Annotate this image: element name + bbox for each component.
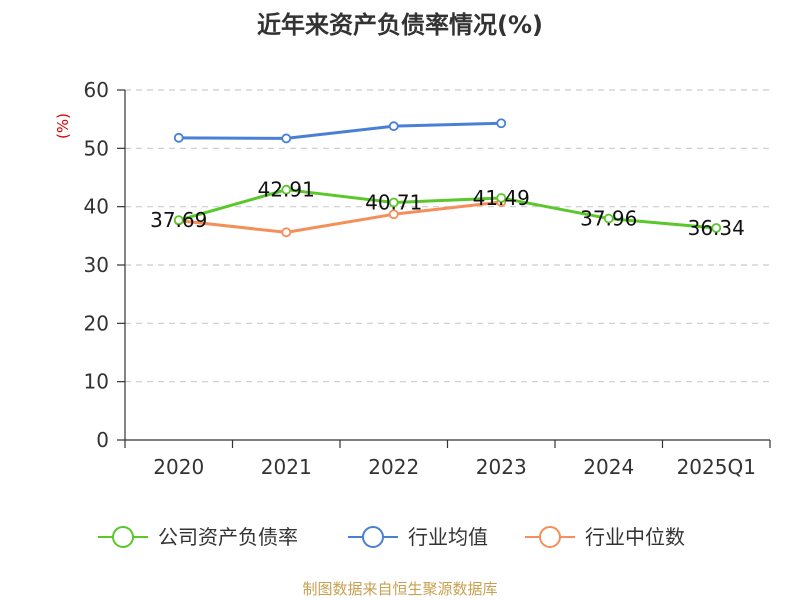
series-line bbox=[178, 200, 502, 234]
series-line bbox=[178, 121, 502, 140]
y-tick-label: 30 bbox=[84, 253, 109, 277]
legend-label: 公司资产负债率 bbox=[158, 525, 298, 549]
y-tick-label: 60 bbox=[84, 78, 109, 102]
data-point bbox=[388, 197, 399, 208]
data-point bbox=[281, 184, 292, 195]
y-tick-label: 10 bbox=[84, 370, 109, 394]
data-point bbox=[388, 209, 399, 220]
chart-title: 近年来资产负债率情况(%) bbox=[257, 11, 543, 39]
data-labels: 37.69 42.91 40.71 41.49 37.96 36.34 bbox=[150, 178, 745, 240]
data-point bbox=[173, 215, 184, 226]
axes: 0 10 20 30 40 50 60 2020 2021 2022 2023 2024 2025Q1 bbox=[84, 78, 771, 479]
data-point bbox=[281, 227, 292, 238]
data-label: 42.91 bbox=[258, 178, 315, 202]
data-point bbox=[388, 121, 399, 132]
x-tick-label: 2022 bbox=[368, 455, 419, 479]
legend-marker bbox=[362, 526, 384, 548]
data-point bbox=[496, 118, 507, 129]
y-axis-unit-label: (%) bbox=[54, 113, 72, 139]
data-label: 36.34 bbox=[688, 216, 745, 240]
x-tick-label: 2023 bbox=[476, 455, 527, 479]
data-label: 40.71 bbox=[365, 191, 422, 215]
legend: 公司资产负债率 行业均值 行业中位数 bbox=[98, 525, 685, 549]
x-tick-label: 2021 bbox=[261, 455, 312, 479]
y-tick-label: 20 bbox=[84, 311, 109, 335]
data-point bbox=[496, 193, 507, 203]
data-point bbox=[711, 223, 722, 233]
series-line bbox=[178, 188, 717, 230]
x-tick-label: 2020 bbox=[153, 455, 204, 479]
data-label: 41.49 bbox=[473, 186, 530, 210]
data-label: 37.69 bbox=[150, 208, 207, 232]
data-point bbox=[173, 132, 184, 143]
legend-marker bbox=[112, 526, 134, 548]
y-tick-label: 40 bbox=[84, 195, 109, 219]
x-tick-label: 2024 bbox=[583, 455, 634, 479]
y-tick-label: 50 bbox=[84, 136, 109, 160]
series-layer bbox=[173, 118, 722, 238]
legend-label: 行业均值 bbox=[408, 525, 488, 549]
gridlines bbox=[125, 89, 770, 383]
source-note: 制图数据来自恒生聚源数据库 bbox=[302, 580, 497, 598]
data-point bbox=[603, 213, 614, 224]
data-label: 37.96 bbox=[580, 207, 637, 231]
legend-marker bbox=[539, 526, 561, 548]
x-tick-label: 2025Q1 bbox=[677, 455, 756, 479]
data-point bbox=[281, 133, 292, 144]
y-tick-label: 0 bbox=[96, 428, 109, 452]
legend-label: 行业中位数 bbox=[585, 525, 685, 549]
